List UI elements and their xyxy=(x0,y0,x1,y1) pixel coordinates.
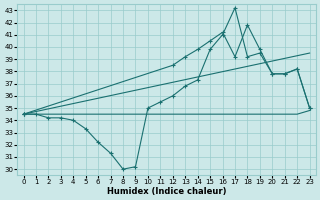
X-axis label: Humidex (Indice chaleur): Humidex (Indice chaleur) xyxy=(107,187,226,196)
